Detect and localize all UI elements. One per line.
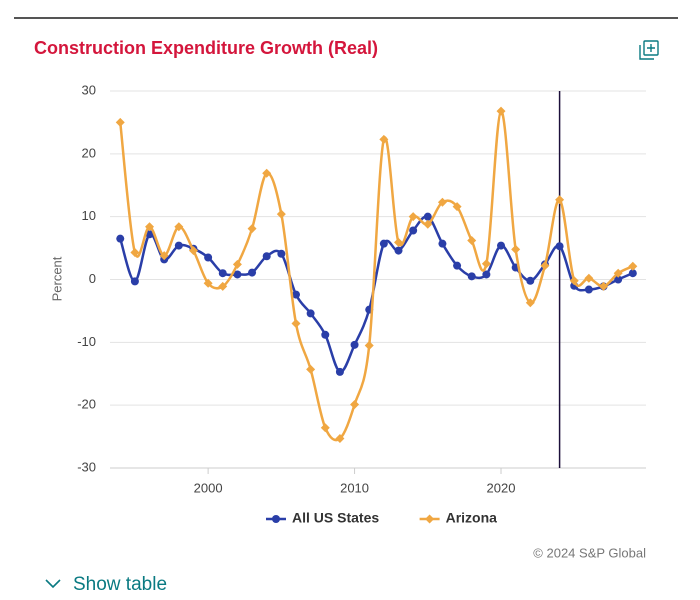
chart-title: Construction Expenditure Growth (Real) <box>34 38 378 58</box>
point <box>423 219 433 229</box>
legend-marker <box>425 514 435 524</box>
point <box>453 261 462 270</box>
point <box>130 277 139 286</box>
point <box>159 251 169 261</box>
point <box>350 340 359 349</box>
y-tick-label: 30 <box>82 82 96 97</box>
point <box>232 259 242 269</box>
point <box>233 270 242 279</box>
point <box>174 241 183 250</box>
point <box>276 209 286 219</box>
point <box>291 290 300 299</box>
point <box>467 236 477 246</box>
point <box>599 281 609 291</box>
point <box>496 106 506 116</box>
legend-label: All US States <box>292 510 379 526</box>
y-tick-label: 0 <box>89 271 96 286</box>
expand-icon[interactable] <box>639 40 659 60</box>
y-tick-label: 20 <box>82 145 96 160</box>
point <box>614 275 623 284</box>
legend-item[interactable]: All US States <box>266 510 379 526</box>
x-tick-label: 2010 <box>340 480 369 495</box>
point <box>116 234 125 243</box>
point <box>497 241 506 250</box>
point <box>321 330 330 339</box>
point <box>335 433 345 443</box>
point <box>628 261 638 271</box>
point <box>188 246 198 256</box>
point <box>247 224 257 234</box>
point <box>555 195 565 205</box>
chevron-icon[interactable] <box>45 579 61 589</box>
point <box>306 364 316 374</box>
point <box>174 222 184 232</box>
legend-label: Arizona <box>446 510 498 526</box>
point <box>218 281 228 291</box>
point <box>408 212 418 222</box>
point <box>335 367 344 376</box>
point <box>525 298 535 308</box>
point <box>130 247 140 257</box>
point <box>555 242 564 251</box>
point <box>203 278 213 288</box>
point <box>526 276 535 285</box>
point <box>277 249 286 258</box>
x-tick-label: 2000 <box>194 480 223 495</box>
point <box>306 309 315 318</box>
point <box>438 239 447 248</box>
point <box>262 252 271 261</box>
point <box>481 259 491 269</box>
y-tick-label: -10 <box>77 334 96 349</box>
point <box>540 261 550 271</box>
point <box>584 273 594 283</box>
point <box>584 285 593 294</box>
point <box>364 340 374 350</box>
point <box>145 222 155 232</box>
point <box>423 212 432 221</box>
y-tick-label: -20 <box>77 397 96 412</box>
point <box>218 269 227 278</box>
point <box>613 268 623 278</box>
point <box>482 270 491 279</box>
point <box>204 253 213 262</box>
y-tick-label: 10 <box>82 208 96 223</box>
point <box>394 246 403 255</box>
point <box>145 230 154 239</box>
point <box>511 244 521 254</box>
legend-marker <box>272 515 280 523</box>
point <box>437 197 447 207</box>
show-table-link[interactable]: Show table <box>73 574 167 595</box>
legend-item[interactable]: Arizona <box>419 510 498 526</box>
point <box>291 318 301 328</box>
point <box>452 202 462 212</box>
y-axis-label: Percent <box>49 256 64 301</box>
point <box>379 239 388 248</box>
point <box>628 269 637 278</box>
y-tick-label: -30 <box>77 459 96 474</box>
point <box>350 400 360 410</box>
point <box>320 423 330 433</box>
point <box>467 272 476 281</box>
point <box>409 226 418 235</box>
credits: © 2024 S&P Global <box>533 545 646 560</box>
point <box>248 268 257 277</box>
point <box>262 168 272 178</box>
point <box>569 276 579 286</box>
point <box>115 117 125 127</box>
point <box>394 237 404 247</box>
point <box>379 134 389 144</box>
x-tick-label: 2020 <box>487 480 516 495</box>
